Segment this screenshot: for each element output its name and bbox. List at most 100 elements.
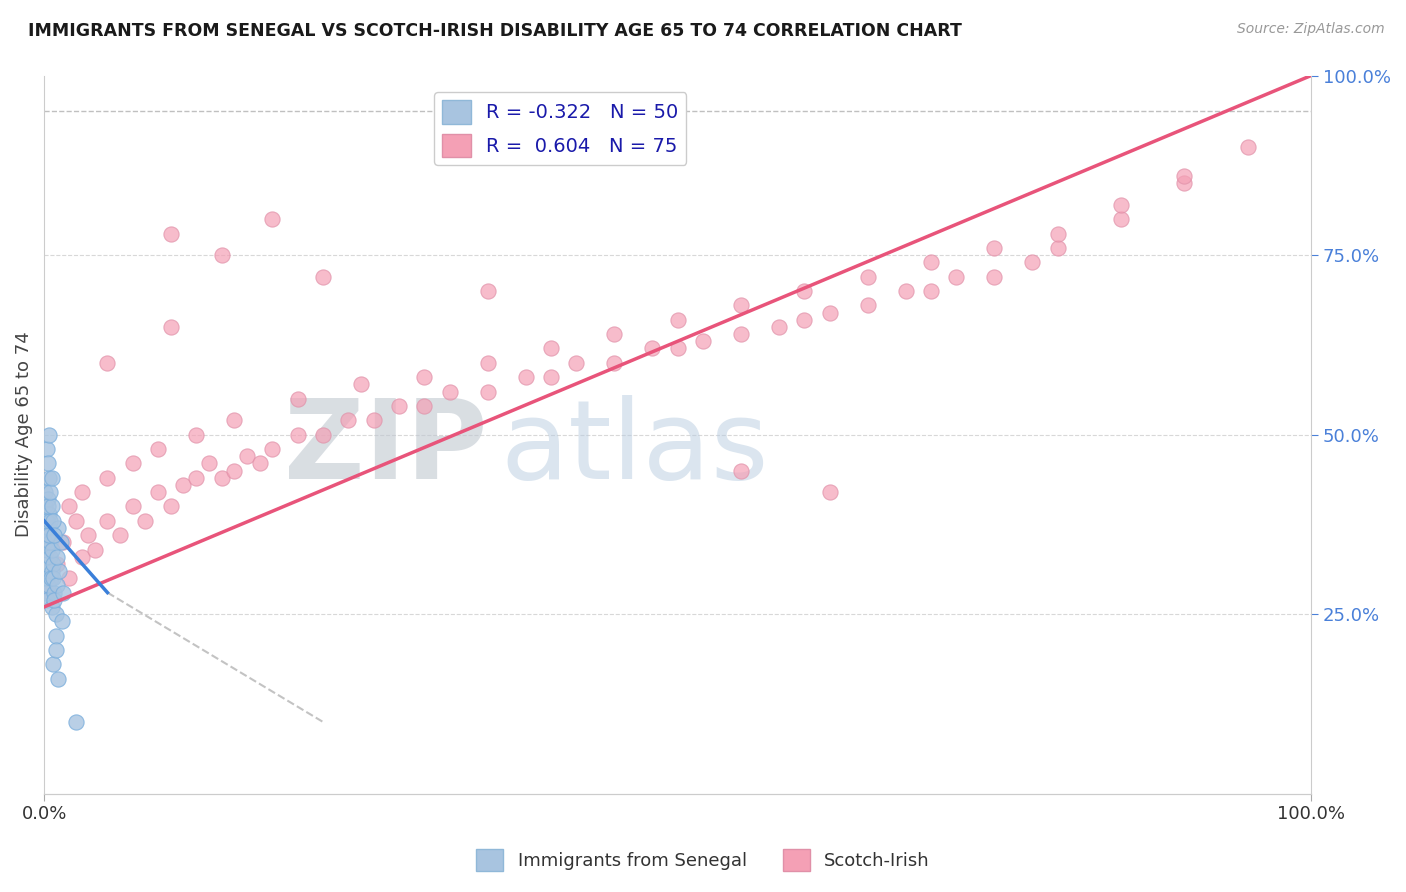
Point [39, 485, 62, 500]
Point [46, 521, 69, 535]
Point [1237, 140, 1260, 154]
Point [96, 356, 118, 370]
Point [211, 248, 233, 262]
Point [388, 399, 411, 413]
Point [41, 542, 63, 557]
Point [540, 370, 562, 384]
Point [52, 585, 75, 599]
Point [37, 571, 59, 585]
Point [945, 269, 967, 284]
Point [337, 413, 360, 427]
Point [38, 528, 60, 542]
Point [38, 507, 60, 521]
Point [224, 463, 246, 477]
Point [44, 607, 66, 621]
Point [39, 549, 62, 564]
Point [83, 542, 105, 557]
Point [1046, 227, 1069, 241]
Point [45, 578, 67, 592]
Point [45, 549, 67, 564]
Point [34, 535, 56, 549]
Point [44, 629, 66, 643]
Point [856, 298, 879, 312]
Point [1173, 176, 1195, 190]
Point [121, 500, 143, 514]
Point [287, 392, 309, 406]
Point [38, 535, 60, 549]
Point [666, 342, 689, 356]
Legend: R = -0.322   N = 50, R =  0.604   N = 75: R = -0.322 N = 50, R = 0.604 N = 75 [434, 93, 686, 165]
Point [1021, 255, 1043, 269]
Point [34, 485, 56, 500]
Point [287, 427, 309, 442]
Text: ZIP: ZIP [284, 395, 488, 502]
Point [34, 500, 56, 514]
Point [38, 471, 60, 485]
Point [58, 571, 80, 585]
Point [39, 585, 62, 599]
Point [35, 442, 58, 456]
Point [41, 599, 63, 614]
Point [894, 284, 917, 298]
Point [37, 528, 59, 542]
Point [65, 514, 87, 528]
Point [983, 269, 1005, 284]
Point [134, 514, 156, 528]
Point [44, 592, 66, 607]
Point [37, 500, 59, 514]
Point [768, 319, 790, 334]
Point [35, 514, 58, 528]
Text: atlas: atlas [501, 395, 769, 502]
Point [413, 399, 436, 413]
Point [730, 463, 752, 477]
Point [45, 557, 67, 571]
Point [58, 500, 80, 514]
Point [37, 492, 59, 507]
Point [159, 500, 181, 514]
Point [38, 427, 60, 442]
Point [666, 312, 689, 326]
Point [173, 478, 195, 492]
Point [983, 241, 1005, 255]
Point [44, 643, 66, 657]
Point [236, 449, 259, 463]
Point [35, 514, 58, 528]
Point [96, 514, 118, 528]
Point [51, 615, 73, 629]
Point [49, 535, 72, 549]
Point [603, 327, 626, 342]
Point [363, 413, 385, 427]
Legend: Immigrants from Senegal, Scotch-Irish: Immigrants from Senegal, Scotch-Irish [468, 842, 938, 879]
Point [477, 284, 499, 298]
Point [515, 370, 537, 384]
Point [146, 485, 169, 500]
Text: IMMIGRANTS FROM SENEGAL VS SCOTCH-IRISH DISABILITY AGE 65 TO 74 CORRELATION CHAR: IMMIGRANTS FROM SENEGAL VS SCOTCH-IRISH … [28, 22, 962, 40]
Point [818, 485, 841, 500]
Point [42, 557, 65, 571]
Point [41, 564, 63, 578]
Point [108, 528, 131, 542]
Point [350, 377, 373, 392]
Point [920, 255, 942, 269]
Point [262, 442, 284, 456]
Point [146, 442, 169, 456]
Point [37, 592, 59, 607]
Point [186, 427, 208, 442]
Point [159, 319, 181, 334]
Point [186, 471, 208, 485]
Point [540, 342, 562, 356]
Point [920, 284, 942, 298]
Point [39, 514, 62, 528]
Point [1173, 169, 1195, 183]
Point [312, 269, 335, 284]
Point [39, 571, 62, 585]
Point [1046, 241, 1069, 255]
Point [44, 528, 66, 542]
Point [641, 342, 664, 356]
Point [603, 356, 626, 370]
Point [42, 657, 65, 672]
Point [211, 471, 233, 485]
Point [439, 384, 461, 399]
Point [1109, 212, 1132, 227]
Point [35, 557, 58, 571]
